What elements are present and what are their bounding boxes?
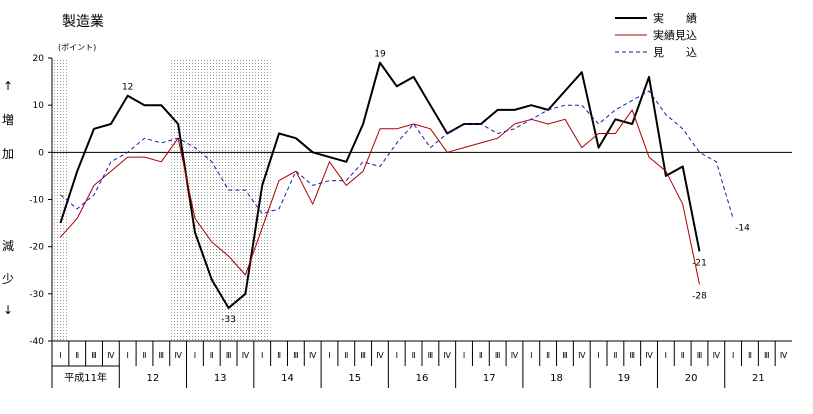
x-quarter-label: Ⅳ [376,351,384,360]
x-quarter-label: Ⅳ [174,351,182,360]
data-labels: 12 -33 19 -21 -28 -14 [122,50,750,325]
series-line-2 [60,90,734,219]
x-year-label: 17 [483,373,496,384]
x-quarter-label: Ⅲ [360,351,366,360]
y-tick-label: -40 [29,337,44,347]
data-label: -33 [221,315,236,325]
series-line-1 [60,109,700,285]
x-quarter-label: Ⅰ [665,351,667,360]
x-quarter-label: Ⅲ [629,351,635,360]
x-quarter-label: Ⅳ [444,351,452,360]
x-year-label: 18 [550,373,563,384]
side-label-down-arrow: ↓ [3,303,13,317]
y-tick-label: 0 [38,148,44,158]
shaded-periods [52,58,271,341]
x-quarter-label: Ⅱ [479,351,483,360]
x-quarter-label: Ⅲ [428,351,434,360]
x-quarter-label: Ⅲ [293,351,299,360]
x-quarter-label: Ⅲ [562,351,568,360]
x-quarter-label: Ⅰ [328,351,330,360]
shaded-period-0 [52,58,69,341]
x-quarter-label: Ⅰ [194,351,196,360]
x-quarter-label: Ⅳ [309,351,317,360]
data-label: -14 [735,223,750,233]
series-lines [59,61,734,309]
side-label-up-arrow: ↑ [3,79,13,93]
side-label-up-1: 増 [2,113,14,127]
x-quarter-label: Ⅳ [107,351,115,360]
x-quarter-label: Ⅱ [277,351,281,360]
x-quarter-label: Ⅰ [261,351,263,360]
y-tick-label: -30 [29,290,44,300]
x-quarter-label: Ⅱ [344,351,348,360]
x-quarter-label: Ⅱ [681,351,685,360]
x-quarter-label: Ⅱ [748,351,752,360]
x-quarter-label: Ⅰ [127,351,129,360]
y-tick-label: 20 [33,54,45,64]
x-quarter-label: Ⅳ [242,351,250,360]
x-quarter-label: Ⅱ [546,351,550,360]
x-year-label: 16 [416,373,429,384]
x-quarter-label: Ⅲ [226,351,232,360]
x-quarter-label: Ⅳ [511,351,519,360]
data-label: 12 [122,83,133,93]
x-quarter-label: Ⅲ [91,351,97,360]
x-quarter-label: Ⅱ [75,351,79,360]
x-year-label: 15 [348,373,361,384]
legend-label: 実 績 [653,11,697,25]
x-year-label: 12 [147,373,160,384]
series-line-0 [59,61,701,309]
data-label: -28 [692,291,707,301]
x-year-label: 19 [617,373,630,384]
x-year-label: 14 [281,373,294,384]
x-year-label: 平成11年 [64,371,107,384]
x-quarter-label: Ⅱ [613,351,617,360]
data-label: -21 [692,258,707,268]
y-tick-label: -10 [29,196,44,206]
y-axis: 20 10 0 -10 -20 -30 -40 [29,54,792,347]
x-quarter-label: Ⅳ [645,351,653,360]
x-quarter-label: Ⅱ [143,351,147,360]
x-year-label: 13 [214,373,227,384]
x-quarter-label: Ⅰ [732,351,734,360]
side-label-down-1: 減 [2,238,14,253]
chart-title: 製造業 [62,14,104,30]
x-quarter-label: Ⅲ [159,351,165,360]
y-tick-label: -20 [29,243,44,253]
side-label-down-2: 少 [2,272,14,286]
x-quarter-label: Ⅲ [697,351,703,360]
shaded-period-1 [169,58,271,341]
legend-label: 見 込 [653,46,697,59]
x-year-label: 20 [685,373,698,384]
x-quarter-label: Ⅰ [396,351,398,360]
x-quarter-label: Ⅳ [578,351,586,360]
data-label: 19 [374,50,386,60]
x-quarter-label: Ⅰ [59,351,61,360]
x-year-label: 21 [752,373,765,384]
side-label-up-2: 加 [2,147,14,161]
x-quarter-label: Ⅰ [530,351,532,360]
legend-label: 実績見込 [653,28,697,42]
y-tick-label: 10 [33,101,45,111]
x-quarter-label: Ⅳ [713,351,721,360]
x-quarter-label: Ⅰ [463,351,465,360]
x-quarter-label: Ⅱ [412,351,416,360]
x-quarter-label: Ⅲ [764,351,770,360]
x-quarter-label: Ⅱ [210,351,214,360]
y-unit-label: (ポイント) [58,43,96,52]
x-quarter-label: Ⅰ [597,351,599,360]
x-quarter-label: Ⅲ [495,351,501,360]
x-quarter-label: Ⅳ [780,351,788,360]
